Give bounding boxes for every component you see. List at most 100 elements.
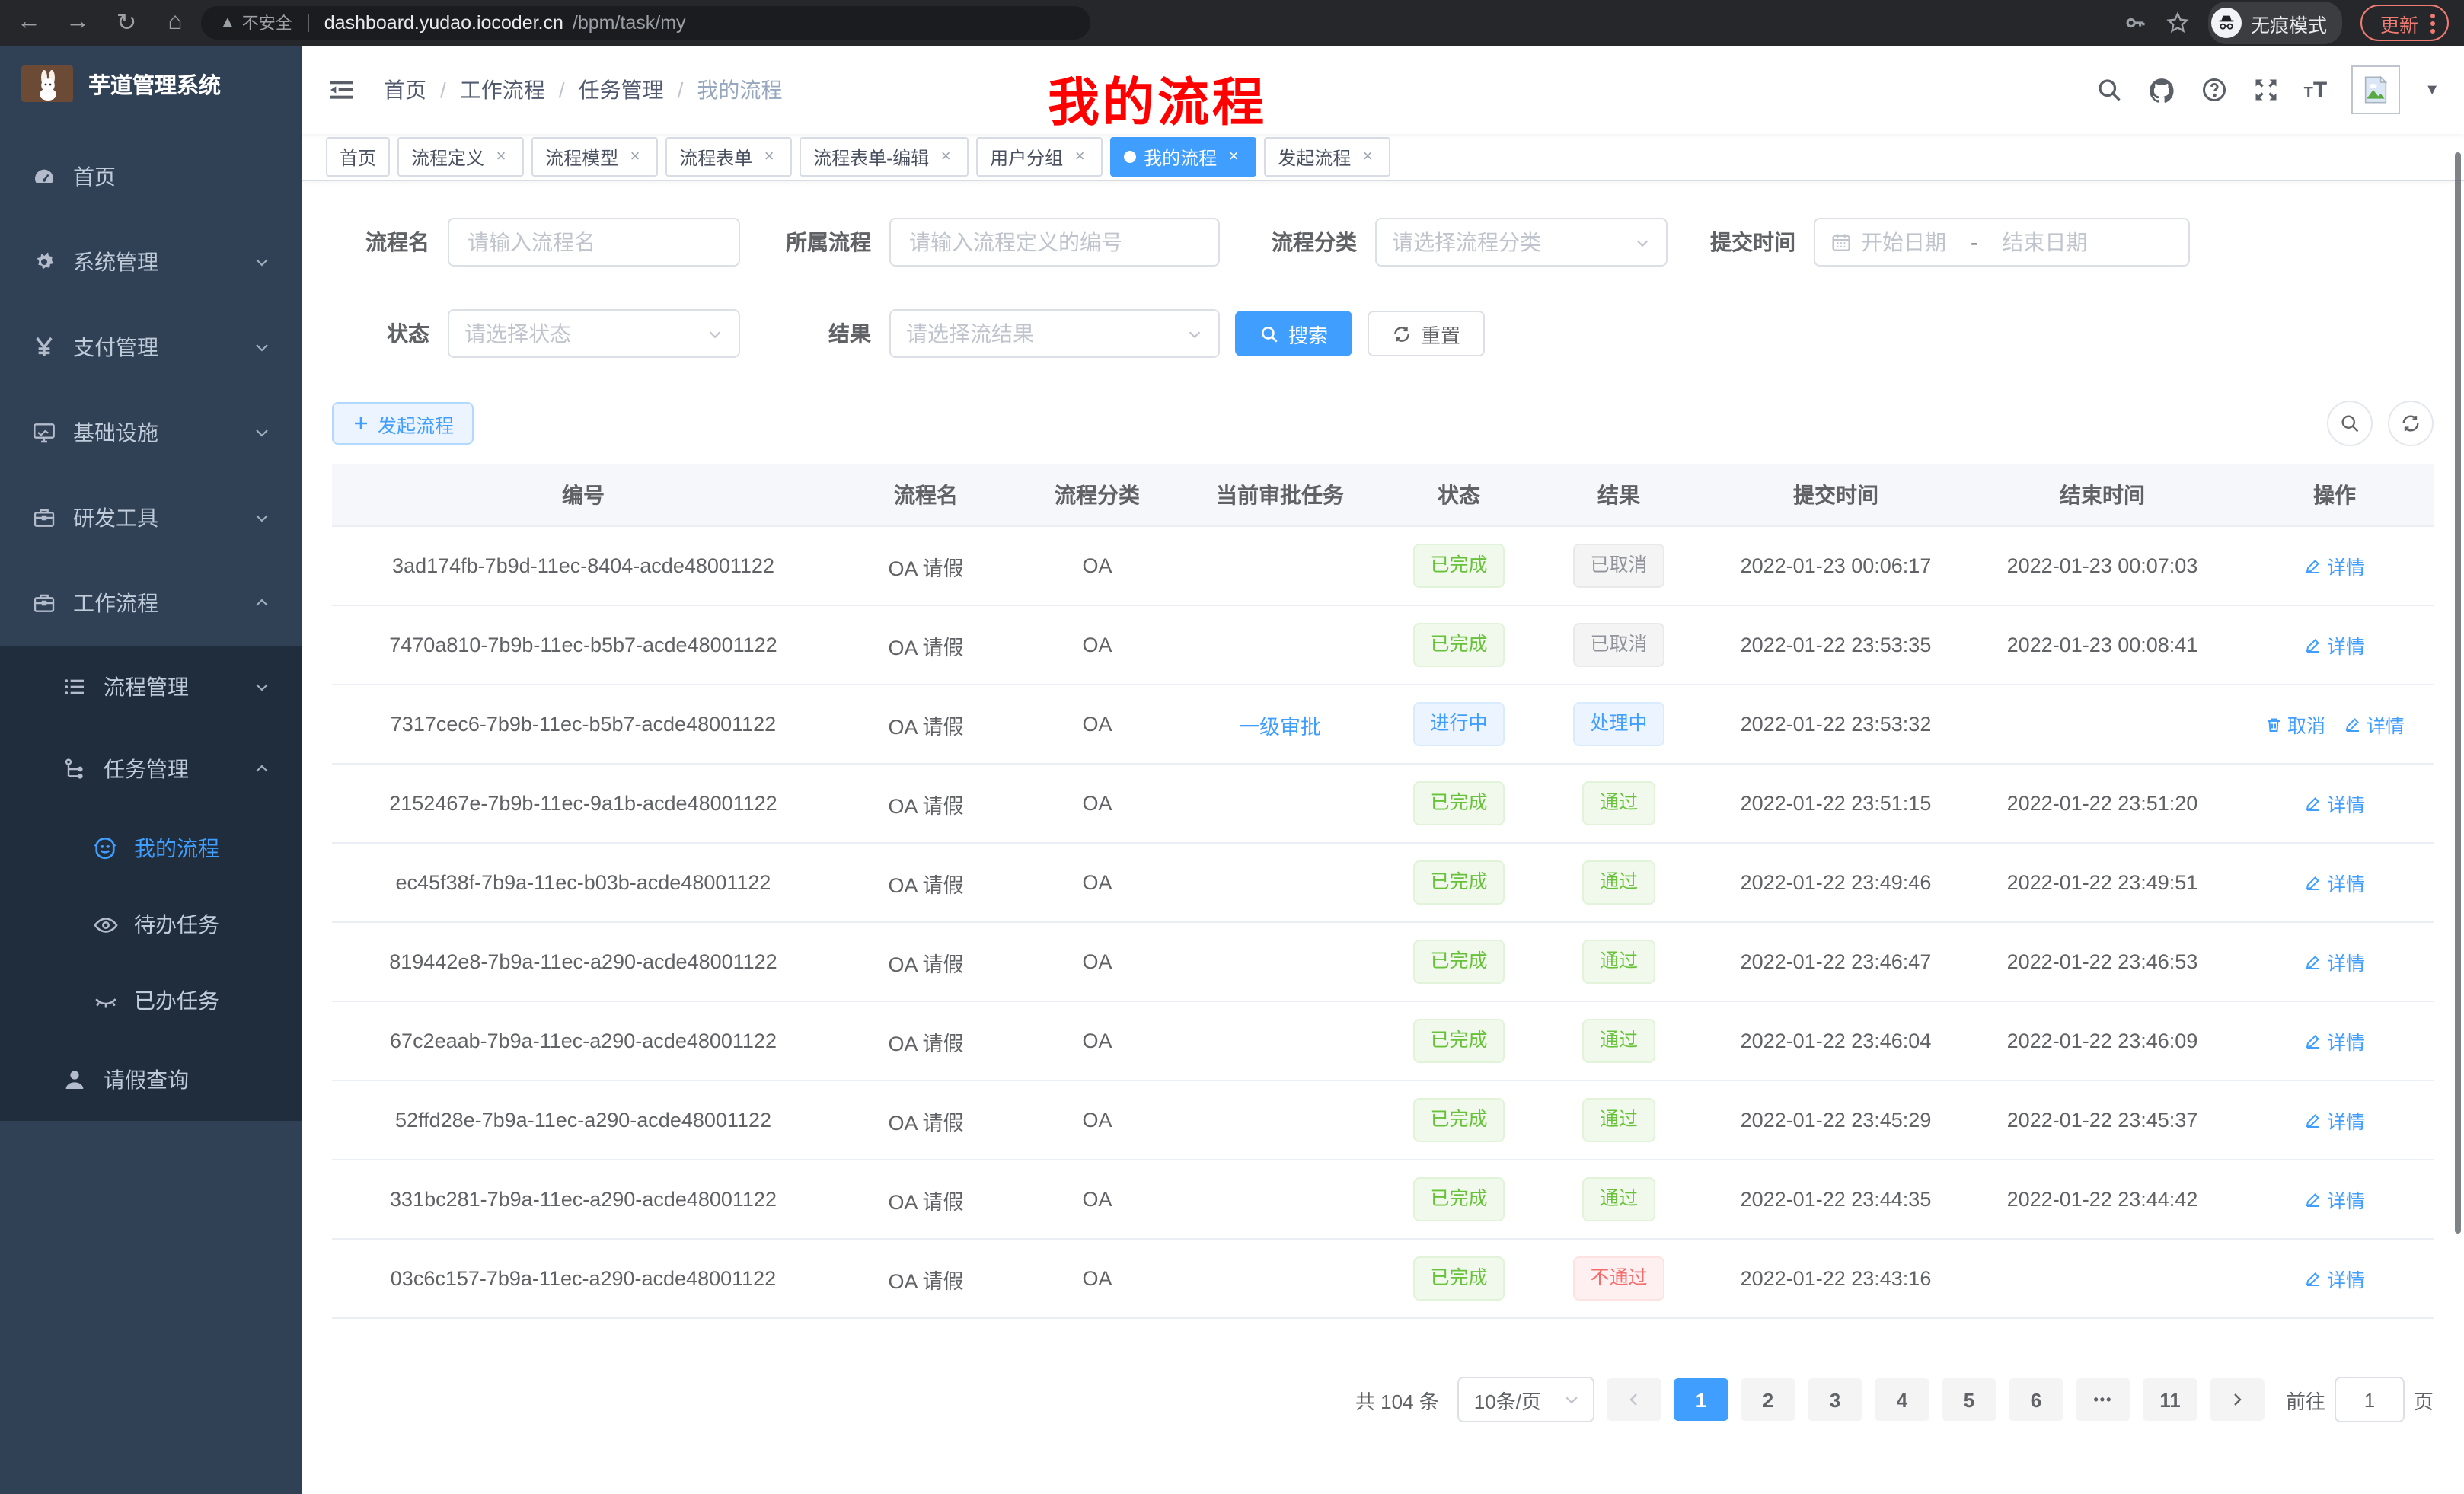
bookmark-star-icon[interactable] [2166,11,2190,35]
tab-用户分组[interactable]: 用户分组 × [976,137,1103,177]
column-header-状态: 状态 [1383,464,1535,527]
breadcrumb-item[interactable]: 任务管理 [578,78,664,102]
close-icon[interactable]: × [630,148,640,166]
detail-action-link[interactable]: 详情 [2304,630,2365,659]
github-icon[interactable] [2147,75,2176,104]
sidebar-item-已办任务[interactable]: 已办任务 [0,962,302,1039]
cell-current-task: 一级审批 [1177,685,1383,765]
status-select[interactable]: 请选择状态 [448,309,740,358]
user-icon [61,1068,88,1092]
chevron-down-icon[interactable]: ▼ [2424,81,2440,98]
pagination-page-6[interactable]: 6 [2008,1378,2063,1421]
divider [307,14,309,32]
tab-我的流程[interactable]: 我的流程 × [1110,137,1257,177]
search-button[interactable]: 搜索 [1235,311,1353,356]
sidebar-item-工作流程[interactable]: 工作流程 [0,560,302,646]
create-process-button[interactable]: 发起流程 [332,402,474,445]
pagination-page-11[interactable]: 11 [2142,1378,2197,1421]
detail-action-link[interactable]: 详情 [2304,1106,2365,1135]
pagination-page-3[interactable]: 3 [1807,1378,1862,1421]
close-icon[interactable]: × [1228,148,1239,166]
cell-result: 通过 [1535,922,1703,1002]
breadcrumb-item[interactable]: 工作流程 [459,78,545,102]
detail-action-link[interactable]: 详情 [2304,789,2365,818]
close-icon[interactable]: × [940,148,951,166]
category-select[interactable]: 请选择流程分类 [1375,218,1668,267]
refresh-table-icon[interactable] [2388,401,2434,446]
detail-action-link[interactable]: 详情 [2344,710,2405,739]
process-name-input[interactable] [448,218,740,267]
sidebar-item-流程管理[interactable]: 流程管理 [0,646,302,728]
sidebar-item-首页[interactable]: 首页 [0,134,302,219]
overlay-annotation-title: 我的流程 [1048,75,1267,132]
pagination-goto: 前往 页 [2286,1377,2434,1422]
submit-time-range-picker[interactable]: 开始日期 - 结束日期 [1814,218,2190,267]
avatar[interactable] [2351,65,2401,114]
sidebar-item-研发工具[interactable]: 研发工具 [0,475,302,560]
forward-icon[interactable]: → [65,9,90,35]
sidebar-item-系统管理[interactable]: 系统管理 [0,219,302,305]
reset-button[interactable]: 重置 [1368,311,1486,356]
page-size-select[interactable]: 10条/页 [1457,1377,1594,1422]
detail-action-link[interactable]: 详情 [2304,1185,2365,1214]
password-key-icon[interactable] [2123,11,2147,35]
pagination-page-1[interactable]: 1 [1673,1378,1728,1421]
tab-首页[interactable]: 首页 [326,137,391,177]
pagination-page-2[interactable]: 2 [1740,1378,1795,1421]
collapse-sidebar-icon[interactable] [326,75,356,105]
scrollbar-thumb[interactable] [2455,152,2461,1234]
sidebar-item-待办任务[interactable]: 待办任务 [0,886,302,962]
tab-label: 我的流程 [1144,147,1218,168]
site-security[interactable]: ▲ 不安全 [219,11,292,35]
close-icon[interactable]: × [764,148,774,166]
search-icon[interactable] [2095,76,2123,104]
pagination-next[interactable] [2209,1378,2265,1421]
sidebar-item-基础设施[interactable]: 基础设施 [0,390,302,475]
sidebar-item-我的流程[interactable]: 我的流程 [0,810,302,886]
reload-icon[interactable]: ↻ [116,11,137,37]
close-icon[interactable]: × [1074,148,1085,166]
detail-action-link[interactable]: 详情 [2304,1026,2365,1055]
action-label: 详情 [2326,1112,2365,1133]
close-icon[interactable]: × [496,148,506,166]
fullscreen-icon[interactable] [2252,76,2280,104]
pagination-more-icon[interactable]: ••• [2075,1378,2130,1421]
tab-流程模型[interactable]: 流程模型 × [531,137,659,177]
detail-action-link[interactable]: 详情 [2304,1264,2365,1293]
process-definition-input[interactable] [889,218,1220,267]
tab-发起流程[interactable]: 发起流程 × [1264,137,1391,177]
close-icon[interactable]: × [1362,148,1373,166]
detail-action-link[interactable]: 详情 [2304,551,2365,580]
detail-action-link[interactable]: 详情 [2304,868,2365,897]
app-logo-row[interactable]: 芋道管理系统 [0,46,302,122]
address-bar[interactable]: ▲ 不安全 dashboard.yudao.iocoder.cn/bpm/tas… [201,6,1090,40]
cell-result: 不通过 [1535,1239,1703,1319]
pagination-page-4[interactable]: 4 [1874,1378,1929,1421]
show-search-icon[interactable] [2327,401,2373,446]
browser-update-button[interactable]: 更新 [2360,5,2449,41]
sidebar-item-请假查询[interactable]: 请假查询 [0,1039,302,1121]
sidebar-item-支付管理[interactable]: 支付管理 [0,305,302,390]
result-select[interactable]: 请选择流结果 [889,309,1220,358]
tab-流程表单-编辑[interactable]: 流程表单-编辑 × [800,137,969,177]
help-icon[interactable] [2201,76,2228,104]
back-icon[interactable]: ← [17,9,41,35]
active-dot-icon [1124,151,1137,163]
goto-page-input[interactable] [2334,1377,2405,1422]
cell-process-name: OA 请假 [835,685,1017,765]
detail-action-link[interactable]: 详情 [2304,947,2365,976]
breadcrumb-item[interactable]: 首页 [384,78,426,102]
browser-menu-icon[interactable] [2430,13,2435,33]
current-task-link[interactable]: 一级审批 [1239,715,1321,738]
process-name-input-field[interactable] [464,228,723,256]
cancel-action-link[interactable]: 取消 [2265,710,2325,739]
font-size-icon[interactable]: TT [2303,77,2328,103]
tab-流程表单[interactable]: 流程表单 × [665,137,793,177]
tab-label: 发起流程 [1278,147,1352,168]
home-icon[interactable]: ⌂ [168,9,183,35]
tab-流程定义[interactable]: 流程定义 × [397,137,525,177]
sidebar-item-任务管理[interactable]: 任务管理 [0,728,302,810]
process-definition-input-field[interactable] [906,228,1203,256]
pagination-prev[interactable] [1606,1378,1661,1421]
pagination-page-5[interactable]: 5 [1941,1378,1996,1421]
